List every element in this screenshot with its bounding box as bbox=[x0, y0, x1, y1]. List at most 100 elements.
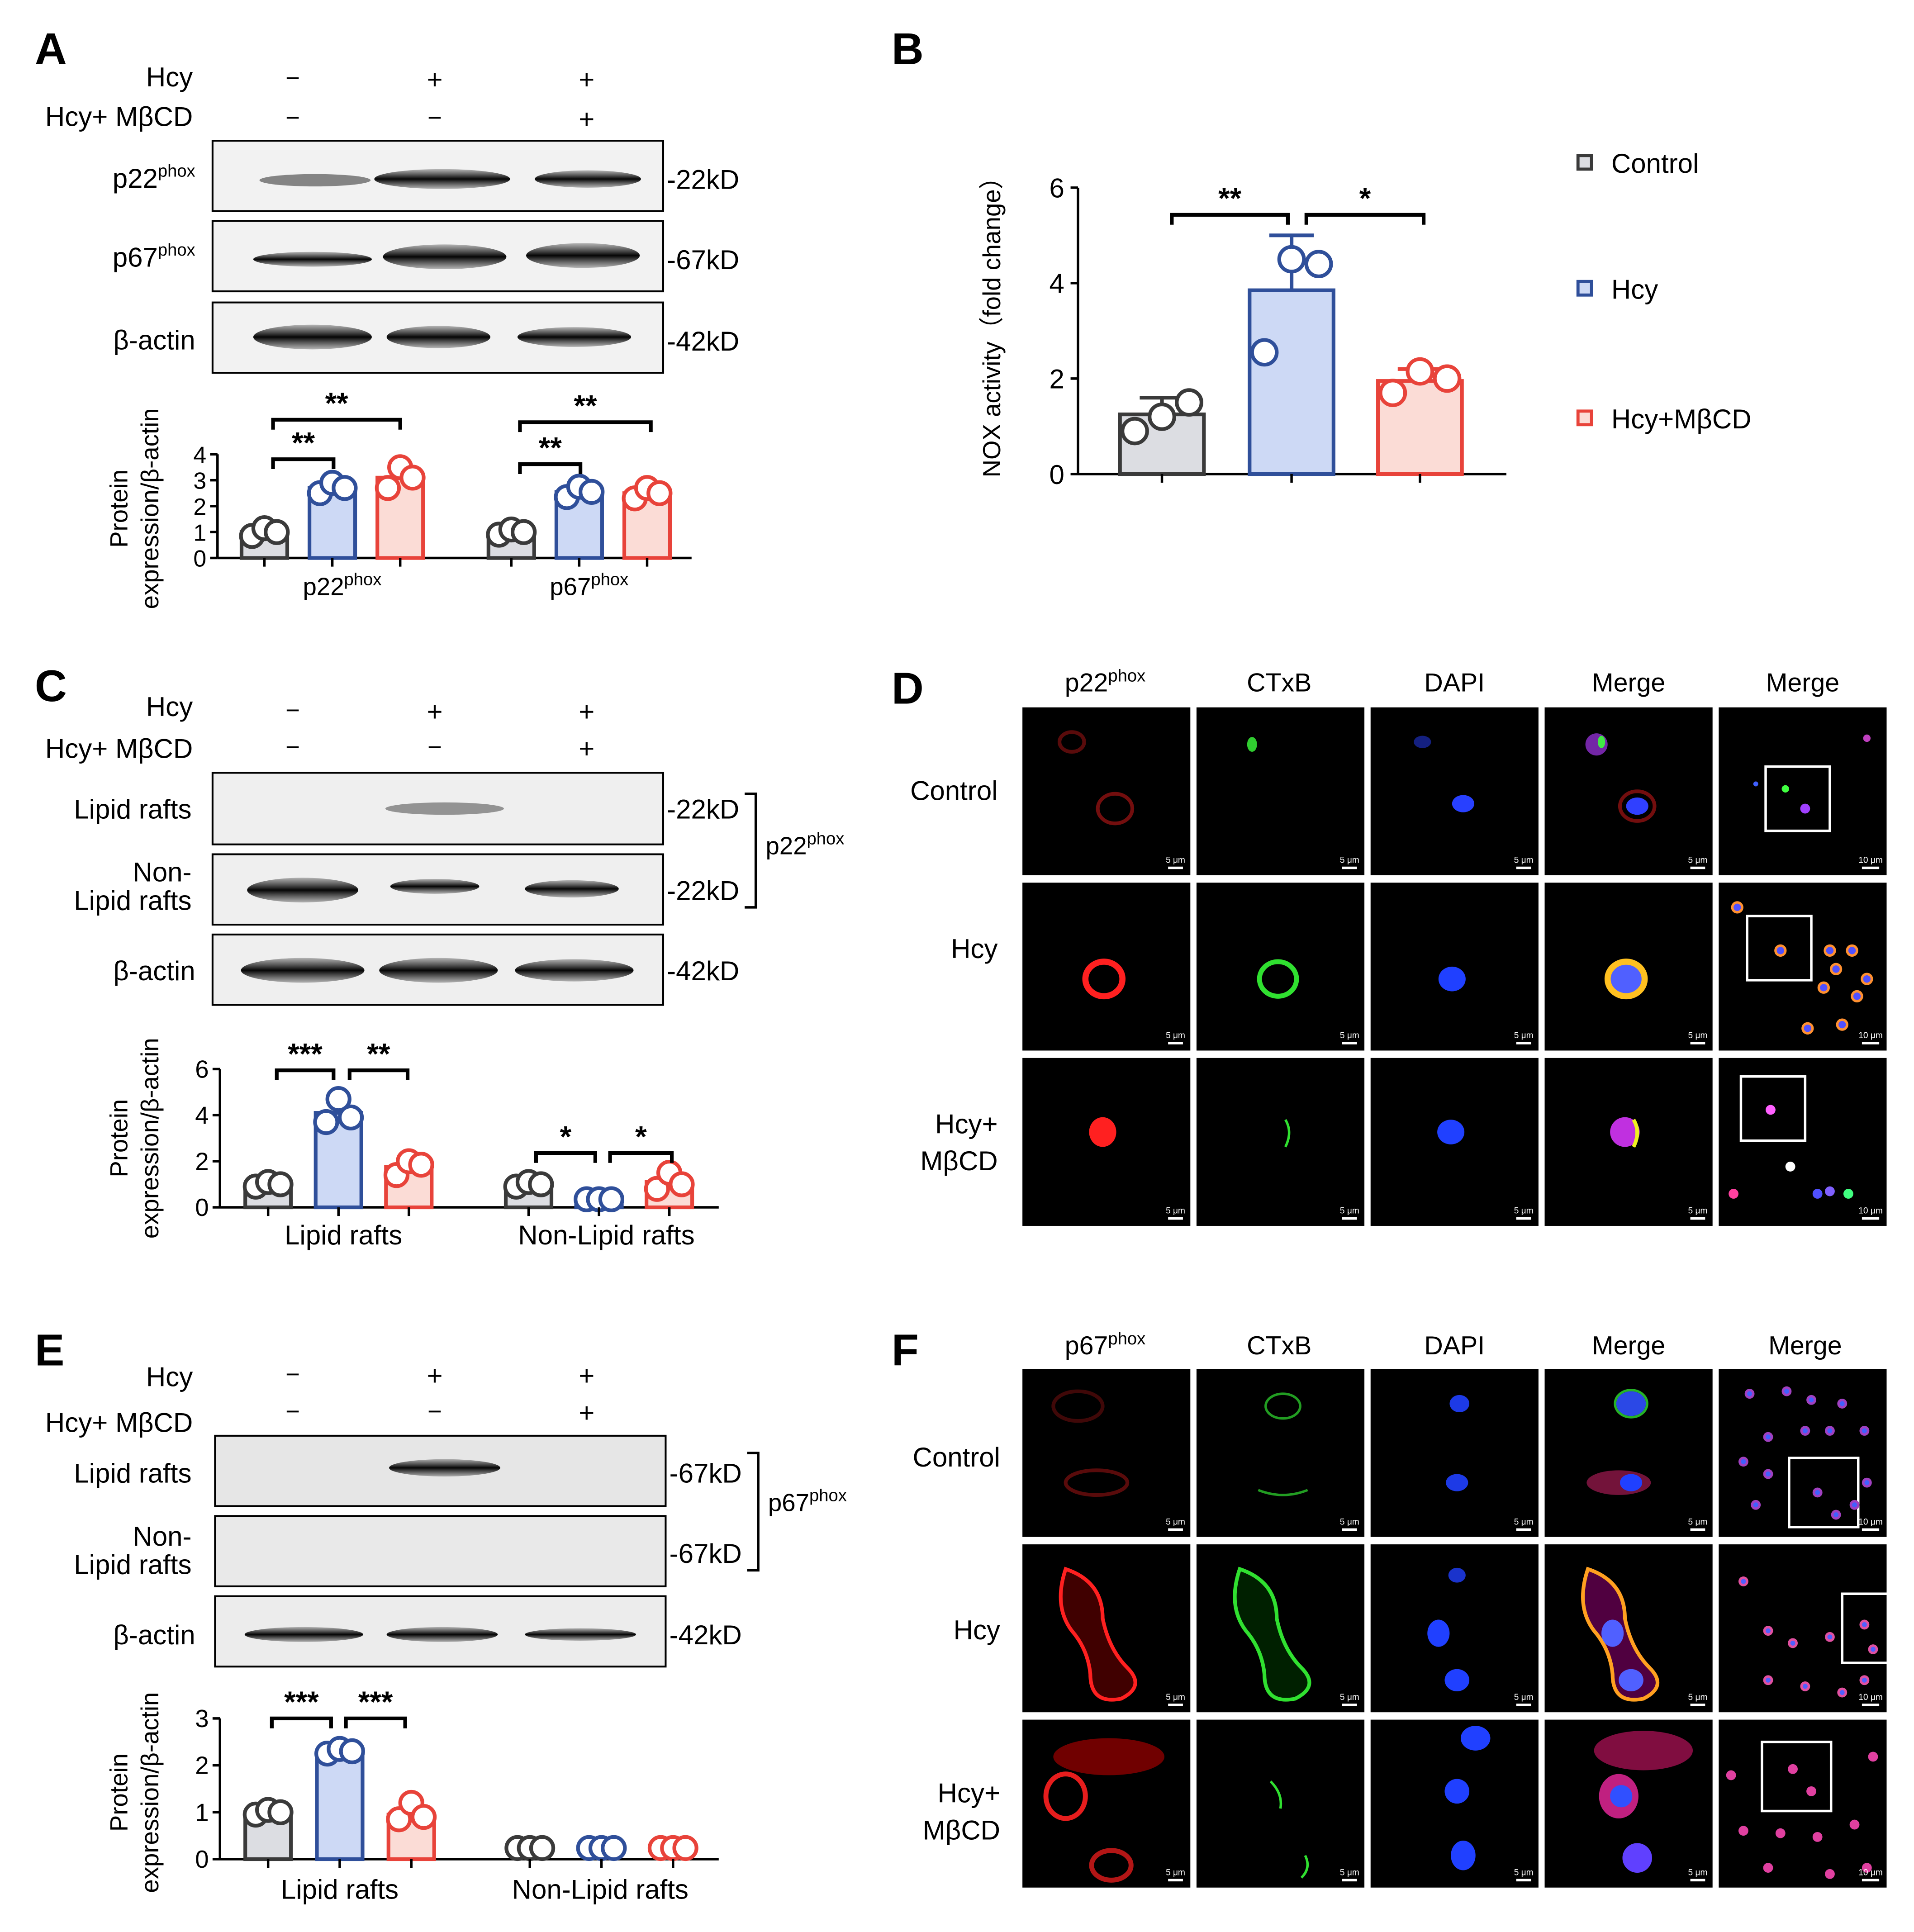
scale-bar-label: 10 μm bbox=[1858, 1693, 1882, 1702]
band bbox=[390, 879, 480, 894]
micrograph-grid-f: 5 μm 5 μm 5 μm 5 μm 10 μm 5 μm 5 μm 5 μm 5 μm 10 … bbox=[1022, 1369, 1893, 1888]
blot-label-p67: p67phox bbox=[113, 240, 195, 273]
bracket-label: p67phox bbox=[768, 1486, 847, 1517]
group-label: Non-Lipid rafts bbox=[512, 1874, 689, 1904]
merged-cell bbox=[1622, 1843, 1652, 1873]
scale-bar-label: 10 μm bbox=[1858, 1517, 1882, 1527]
cell-membrane bbox=[1057, 730, 1086, 754]
scale-bar-label: 5 μm bbox=[1688, 1868, 1708, 1877]
band bbox=[525, 880, 619, 898]
scale-bar-label: 5 μm bbox=[1688, 856, 1708, 865]
sign-plus: + bbox=[579, 1361, 594, 1391]
kd-label: -42kD bbox=[670, 1620, 742, 1650]
nucleus bbox=[1862, 1677, 1867, 1683]
blot-label: Lipid rafts bbox=[74, 1458, 191, 1489]
y-tick-label: 2 bbox=[1050, 364, 1064, 394]
cell-membrane bbox=[1618, 789, 1657, 823]
data-point bbox=[672, 1835, 698, 1861]
hcy-mbcd-label: Hcy+ MβCD bbox=[45, 1408, 193, 1438]
panel-d-letter: D bbox=[892, 664, 924, 713]
hcy-label: Hcy bbox=[146, 1362, 193, 1392]
y-tick-label: 4 bbox=[195, 1101, 209, 1129]
nucleus bbox=[1790, 1640, 1795, 1646]
row-label: Control bbox=[913, 1442, 1000, 1472]
membrane-stain bbox=[1269, 1780, 1282, 1809]
significance-bracket bbox=[271, 418, 402, 430]
blot-label: β-actin bbox=[113, 956, 195, 986]
micrograph-tile bbox=[1719, 1058, 1887, 1226]
band bbox=[517, 327, 632, 347]
data-point bbox=[529, 1835, 556, 1861]
scale-bar-label: 5 μm bbox=[1688, 1206, 1708, 1216]
significance-label: ** bbox=[1218, 182, 1241, 215]
data-point bbox=[1175, 388, 1203, 417]
nucleus bbox=[1832, 965, 1840, 973]
panel-a-letter: A bbox=[35, 24, 67, 74]
y-tick-label: 1 bbox=[195, 1799, 209, 1826]
row-label: Hcy bbox=[954, 1615, 1000, 1645]
significance-bracket bbox=[608, 1151, 674, 1163]
membrane-stain bbox=[1258, 1489, 1308, 1496]
significance-label: *** bbox=[358, 1685, 393, 1718]
sign-minus: − bbox=[285, 696, 300, 724]
merged-cell bbox=[1868, 1752, 1878, 1762]
micrograph-tile bbox=[1022, 707, 1191, 875]
col-header: DAPI bbox=[1424, 1331, 1485, 1360]
scale-bar-label: 5 μm bbox=[1340, 1517, 1359, 1527]
scale-bar-label: 5 μm bbox=[1340, 1693, 1359, 1702]
nucleus bbox=[1776, 947, 1784, 954]
nucleus bbox=[1839, 1401, 1845, 1406]
sign-plus: + bbox=[579, 104, 594, 134]
blot-label: Lipid rafts bbox=[74, 794, 191, 824]
blot-non-lipid bbox=[214, 1515, 667, 1587]
data-point bbox=[1148, 402, 1176, 431]
micrograph-tile bbox=[1719, 1369, 1887, 1537]
significance-bracket bbox=[518, 420, 653, 432]
nucleus bbox=[1601, 1619, 1624, 1647]
blot-label: Non- bbox=[133, 1521, 191, 1552]
panel-e-letter: E bbox=[35, 1325, 65, 1375]
membrane-stain bbox=[1264, 1392, 1301, 1420]
scale-bar-label: 5 μm bbox=[1340, 1868, 1359, 1877]
nucleus bbox=[1804, 1025, 1812, 1032]
sign-plus: + bbox=[427, 697, 443, 727]
legend-label: Hcy bbox=[1611, 274, 1658, 304]
nucleus bbox=[1802, 1684, 1808, 1689]
panel-b-letter: B bbox=[892, 24, 924, 74]
merged-cell bbox=[1738, 1826, 1748, 1836]
cell-membrane bbox=[1089, 1848, 1134, 1883]
y-tick-label: 6 bbox=[1050, 173, 1064, 204]
data-point bbox=[1378, 379, 1407, 407]
data-point bbox=[325, 1086, 351, 1112]
scale-bar-label: 5 μm bbox=[1514, 1693, 1534, 1702]
group-label: Non-Lipid rafts bbox=[518, 1220, 694, 1250]
micrograph-tile bbox=[1196, 883, 1365, 1051]
nucleus bbox=[1839, 1690, 1845, 1695]
micrograph-tile bbox=[1022, 883, 1191, 1051]
significance-label: *** bbox=[284, 1685, 319, 1718]
micrograph-tile bbox=[1719, 707, 1887, 875]
col-header: Merge bbox=[1766, 668, 1839, 697]
scale-bar-label: 5 μm bbox=[1166, 1868, 1185, 1877]
data-point bbox=[337, 1104, 364, 1131]
data-point bbox=[1121, 417, 1149, 446]
row-label: MβCD bbox=[923, 1815, 1000, 1845]
nucleus bbox=[1820, 984, 1828, 992]
nucleus bbox=[1438, 966, 1466, 992]
nucleus bbox=[1451, 1841, 1476, 1870]
merged-cell bbox=[1616, 1391, 1646, 1416]
y-axis-label-1: Protein bbox=[105, 1099, 133, 1177]
col-header: p67phox bbox=[1065, 1329, 1145, 1360]
zoom-box bbox=[1764, 765, 1831, 832]
nucleus bbox=[1741, 1459, 1746, 1464]
significance-label: ** bbox=[292, 427, 315, 460]
scale-bar-label: 5 μm bbox=[1340, 1206, 1359, 1216]
kd-label: -22kD bbox=[667, 165, 739, 195]
y-tick-label: 2 bbox=[195, 1752, 209, 1780]
scale-bar-label: 5 μm bbox=[1166, 856, 1185, 865]
merged-membrane bbox=[1614, 1389, 1648, 1419]
y-tick-label: 3 bbox=[195, 1705, 209, 1733]
zoom-box bbox=[1788, 1457, 1860, 1529]
panel-d: D p22phox CTxB DAPI Merge Merge Control … bbox=[892, 664, 1887, 1226]
legend: Control Hcy Hcy+MβCD bbox=[1576, 148, 1752, 434]
